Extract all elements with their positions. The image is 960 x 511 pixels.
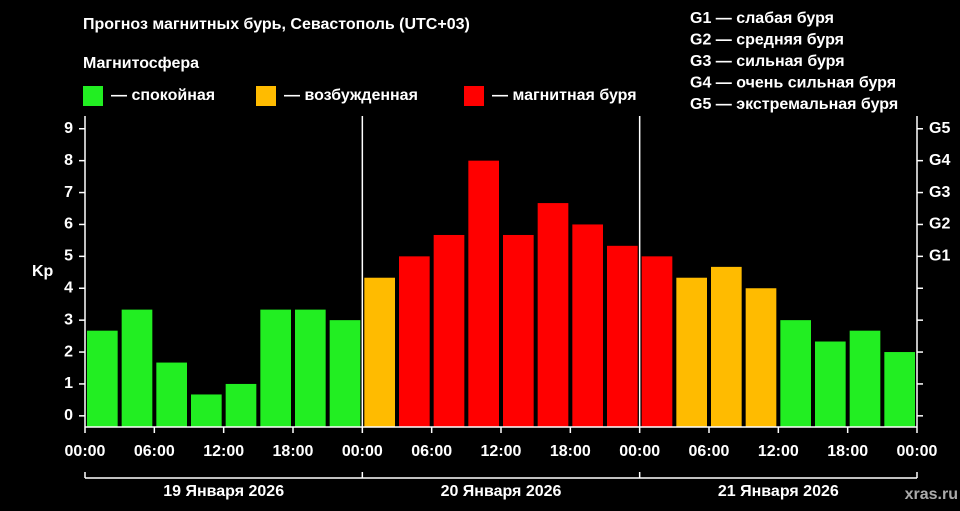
y2-tick-label: G1 <box>929 248 950 265</box>
bar <box>572 224 603 427</box>
bar <box>225 383 257 427</box>
x-tick-label: 12:00 <box>203 443 244 460</box>
x-tick-label: 00:00 <box>342 443 383 460</box>
y-tick-label: 5 <box>64 248 73 265</box>
y2-tick-label: G5 <box>929 120 950 137</box>
bar <box>433 234 465 427</box>
bar <box>121 309 153 427</box>
x-tick-label: 18:00 <box>827 443 868 460</box>
bar <box>87 330 118 427</box>
watermark: xras.ru <box>905 486 958 503</box>
bar <box>156 362 187 427</box>
legend-label: — возбужденная <box>284 87 418 104</box>
bar <box>503 234 534 427</box>
bar <box>884 352 915 427</box>
y-tick-label: 9 <box>64 120 73 137</box>
y2-tick-label: G4 <box>929 152 950 169</box>
bar <box>607 245 638 427</box>
x-tick-label: 06:00 <box>134 443 175 460</box>
x-tick-label: 00:00 <box>897 443 938 460</box>
scale-note: G4 — очень сильная буря <box>690 75 896 92</box>
y2-tick-label: G2 <box>929 216 950 233</box>
chart-title: Прогноз магнитных бурь, Севастополь (UTC… <box>83 16 470 33</box>
bar <box>468 160 499 427</box>
day-label: 20 Января 2026 <box>441 483 562 500</box>
legend-swatch <box>464 86 484 106</box>
bar <box>780 320 811 427</box>
legend-title: Магнитосфера <box>83 55 199 72</box>
bar <box>676 277 707 427</box>
x-tick-label: 18:00 <box>550 443 591 460</box>
legend-label: — магнитная буря <box>492 87 637 104</box>
bar <box>295 309 326 427</box>
y-tick-label: 4 <box>64 279 73 296</box>
scale-note: G3 — сильная буря <box>690 53 845 70</box>
y-tick-label: 1 <box>64 375 73 392</box>
day-label: 19 Января 2026 <box>163 483 284 500</box>
y-tick-label: 6 <box>64 216 73 233</box>
bar <box>191 394 222 427</box>
bar <box>364 277 395 427</box>
legend-label: — спокойная <box>111 87 215 104</box>
x-tick-label: 12:00 <box>758 443 799 460</box>
y-tick-label: 7 <box>64 184 73 201</box>
y-axis-label: Kp <box>32 263 54 280</box>
bar <box>537 203 569 427</box>
scale-note: G2 — средняя буря <box>690 32 844 49</box>
y-tick-label: 2 <box>64 343 73 360</box>
scale-note: G5 — экстремальная буря <box>690 96 898 113</box>
bar <box>260 309 291 427</box>
bar <box>815 341 846 427</box>
scale-note: G1 — слабая буря <box>690 10 834 27</box>
x-tick-label: 06:00 <box>411 443 452 460</box>
x-tick-label: 06:00 <box>689 443 730 460</box>
legend-swatch <box>83 86 103 106</box>
bar <box>641 256 673 427</box>
legend-swatch <box>256 86 276 106</box>
bar <box>711 266 742 427</box>
x-tick-label: 00:00 <box>619 443 660 460</box>
x-tick-label: 12:00 <box>481 443 522 460</box>
y-tick-label: 3 <box>64 311 73 328</box>
bar <box>399 256 430 427</box>
bar <box>745 288 777 427</box>
y2-tick-label: G3 <box>929 184 950 201</box>
y-tick-label: 0 <box>64 407 73 424</box>
bar <box>329 320 361 427</box>
y-tick-label: 8 <box>64 152 73 169</box>
day-label: 21 Января 2026 <box>718 483 839 500</box>
x-tick-label: 00:00 <box>65 443 106 460</box>
bar <box>849 330 881 427</box>
x-tick-label: 18:00 <box>273 443 314 460</box>
